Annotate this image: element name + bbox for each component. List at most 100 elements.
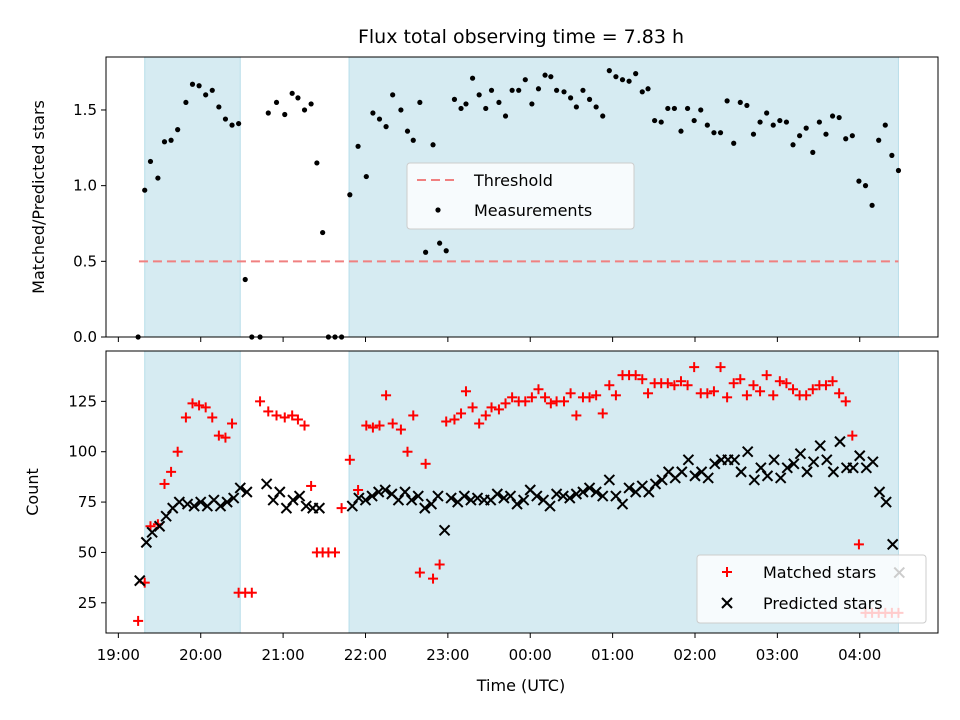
predicted-star-point bbox=[643, 486, 655, 498]
matched-star-point bbox=[781, 378, 792, 389]
y-tick-label: 1.0 bbox=[73, 177, 97, 195]
matched-star-point bbox=[630, 370, 641, 381]
predicted-star-point bbox=[260, 478, 273, 490]
x-marker-b bbox=[140, 536, 153, 549]
matched-star-point bbox=[722, 392, 733, 403]
matched-star-point bbox=[597, 408, 608, 419]
matched-star-point bbox=[571, 410, 582, 421]
predicted-star-point bbox=[140, 536, 153, 549]
x-tick-label: 22:00 bbox=[344, 646, 387, 664]
matched-star-point bbox=[467, 402, 478, 413]
x-marker-b bbox=[366, 490, 378, 502]
predicted-star-point bbox=[590, 486, 602, 498]
predicted-star-point bbox=[221, 496, 233, 508]
top-legend-box bbox=[406, 162, 635, 230]
x-marker-b bbox=[597, 490, 609, 502]
predicted-star-point bbox=[267, 494, 279, 506]
measurement-point bbox=[816, 119, 822, 125]
predicted-star-point bbox=[583, 482, 596, 494]
predicted-star-point bbox=[702, 472, 714, 484]
measurement-point bbox=[529, 101, 535, 107]
x-marker-b bbox=[761, 470, 774, 482]
matched-star-point bbox=[414, 567, 425, 578]
x-marker-b bbox=[498, 492, 510, 504]
predicted-star-point bbox=[761, 470, 774, 482]
x-marker-b bbox=[735, 466, 747, 478]
measurement-point bbox=[398, 107, 404, 113]
measurement-point bbox=[764, 110, 770, 116]
x-marker-b bbox=[386, 488, 398, 500]
x-marker-b bbox=[880, 496, 892, 508]
matched-star-point bbox=[361, 420, 372, 431]
measurement-point bbox=[363, 173, 369, 180]
matched-star-point bbox=[330, 547, 341, 558]
measurement-point bbox=[463, 101, 469, 107]
measurement-point bbox=[803, 125, 809, 131]
top-x-axis-ticks bbox=[117, 337, 861, 342]
predicted-star-point bbox=[597, 490, 609, 502]
top-y-axis-label: Matched/Predicted stars bbox=[29, 100, 48, 294]
matched-star-point bbox=[788, 384, 799, 395]
predicted-star-point bbox=[173, 496, 186, 508]
measurement-point bbox=[613, 74, 619, 80]
predicted-star-point bbox=[886, 538, 899, 551]
x-marker-b bbox=[649, 478, 662, 490]
measurement-point bbox=[236, 120, 242, 127]
measurement-point bbox=[797, 133, 803, 139]
measurement-point bbox=[308, 101, 314, 107]
predicted-star-point bbox=[570, 488, 583, 500]
measurement-point bbox=[443, 248, 449, 254]
x-marker-b bbox=[873, 486, 886, 498]
x-marker-b bbox=[689, 470, 701, 482]
x-marker-b bbox=[432, 490, 444, 502]
predicted-star-point bbox=[768, 454, 780, 466]
matched-star-point bbox=[801, 390, 812, 401]
predicted-star-point bbox=[153, 520, 166, 532]
y-tick-label: 75 bbox=[78, 493, 97, 511]
matched-star-point bbox=[374, 420, 385, 431]
measurement-point bbox=[737, 99, 743, 106]
measurement-point bbox=[417, 99, 423, 106]
x-marker-b bbox=[438, 524, 451, 536]
x-marker-b bbox=[854, 450, 866, 462]
measurement-point bbox=[496, 99, 502, 106]
measurement-point bbox=[423, 249, 429, 255]
measurement-point bbox=[724, 98, 730, 104]
matched-star-point bbox=[643, 388, 654, 399]
matched-star-point bbox=[395, 424, 406, 435]
x-marker-b bbox=[636, 480, 648, 492]
matched-star-point bbox=[271, 410, 282, 421]
measurement-points bbox=[135, 68, 902, 340]
predicted-star-point bbox=[873, 486, 886, 498]
x-marker-b bbox=[524, 484, 536, 496]
x-marker-b bbox=[768, 454, 780, 466]
measurement-point bbox=[711, 130, 717, 136]
matched-star-point bbox=[213, 430, 224, 441]
measurement-point bbox=[823, 131, 829, 137]
matched-star-point bbox=[708, 386, 719, 397]
matched-star-point bbox=[246, 587, 257, 598]
measurement-point bbox=[553, 87, 560, 93]
y-tick-label: 100 bbox=[68, 443, 97, 461]
matched-star-point bbox=[180, 412, 191, 423]
predicted-star-point bbox=[781, 462, 793, 474]
predicted-star-point bbox=[564, 492, 576, 504]
matched-star-point bbox=[584, 392, 595, 403]
measurement-point bbox=[458, 105, 464, 112]
matched-star-point bbox=[526, 392, 537, 403]
predicted-star-point bbox=[353, 492, 365, 504]
x-axis-label: Time (UTC) bbox=[476, 676, 565, 695]
measurement-point bbox=[717, 130, 724, 136]
bottom-x-axis-ticks: 19:00 20:00 21:00 22:00 23:00 00:00 01:00 02:00… bbox=[97, 633, 881, 664]
matched-star-point bbox=[807, 384, 818, 395]
predicted-star-point bbox=[709, 458, 721, 470]
matched-star-point bbox=[545, 398, 556, 409]
matched-star-point bbox=[689, 362, 700, 373]
measurement-point bbox=[744, 102, 750, 109]
measurement-point bbox=[216, 104, 222, 110]
legend-matched-swatch bbox=[722, 567, 732, 577]
measurement-point bbox=[849, 133, 855, 139]
predicted-star-point bbox=[399, 486, 411, 498]
x-tick-label: 21:00 bbox=[261, 646, 304, 664]
predicted-star-point bbox=[214, 500, 227, 512]
